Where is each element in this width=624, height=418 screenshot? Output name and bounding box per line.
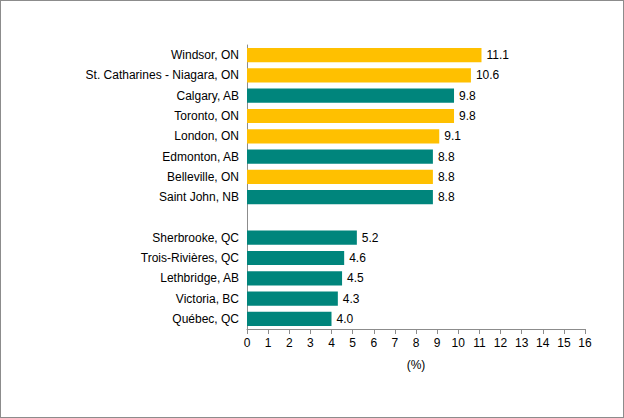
svg-text:13: 13	[515, 336, 529, 350]
svg-text:12: 12	[494, 336, 508, 350]
svg-text:5.2: 5.2	[362, 231, 379, 245]
svg-text:0: 0	[244, 336, 251, 350]
svg-text:11.1: 11.1	[486, 48, 509, 62]
svg-text:6: 6	[370, 336, 377, 350]
svg-text:Sherbrooke, QC: Sherbrooke, QC	[152, 231, 239, 245]
svg-text:4.0: 4.0	[337, 312, 354, 326]
svg-text:8: 8	[413, 336, 420, 350]
svg-text:15: 15	[557, 336, 571, 350]
svg-text:Windsor, ON: Windsor, ON	[171, 48, 239, 62]
svg-text:10: 10	[452, 336, 466, 350]
svg-text:9.8: 9.8	[459, 89, 476, 103]
svg-text:Québec, QC: Québec, QC	[172, 312, 239, 326]
svg-text:St. Catharines - Niagara, ON: St. Catharines - Niagara, ON	[86, 68, 239, 82]
svg-text:2: 2	[286, 336, 293, 350]
svg-text:7: 7	[392, 336, 399, 350]
svg-text:1: 1	[265, 336, 272, 350]
svg-text:(%): (%)	[407, 358, 426, 372]
svg-text:14: 14	[536, 336, 550, 350]
svg-text:Trois-Rivières, QC: Trois-Rivières, QC	[141, 251, 240, 265]
svg-text:8.8: 8.8	[438, 170, 455, 184]
svg-text:4.3: 4.3	[343, 292, 360, 306]
svg-text:London, ON: London, ON	[174, 129, 239, 143]
svg-text:Edmonton, AB: Edmonton, AB	[162, 150, 239, 164]
svg-text:4.5: 4.5	[347, 271, 364, 285]
svg-text:9.1: 9.1	[444, 129, 461, 143]
svg-text:Victoria, BC: Victoria, BC	[176, 292, 239, 306]
svg-text:4: 4	[328, 336, 335, 350]
svg-text:10.6: 10.6	[476, 68, 500, 82]
svg-text:4.6: 4.6	[349, 251, 366, 265]
svg-text:9: 9	[434, 336, 441, 350]
svg-text:Belleville, ON: Belleville, ON	[167, 170, 239, 184]
svg-text:Lethbridge, AB: Lethbridge, AB	[160, 271, 239, 285]
svg-text:11: 11	[473, 336, 486, 350]
svg-text:8.8: 8.8	[438, 190, 455, 204]
svg-text:Toronto, ON: Toronto, ON	[174, 109, 239, 123]
svg-text:5: 5	[349, 336, 356, 350]
svg-text:Calgary, AB: Calgary, AB	[177, 89, 239, 103]
svg-text:9.8: 9.8	[459, 109, 476, 123]
svg-text:8.8: 8.8	[438, 150, 455, 164]
svg-text:3: 3	[307, 336, 314, 350]
svg-text:16: 16	[578, 336, 592, 350]
svg-text:Saint John, NB: Saint John, NB	[159, 190, 239, 204]
